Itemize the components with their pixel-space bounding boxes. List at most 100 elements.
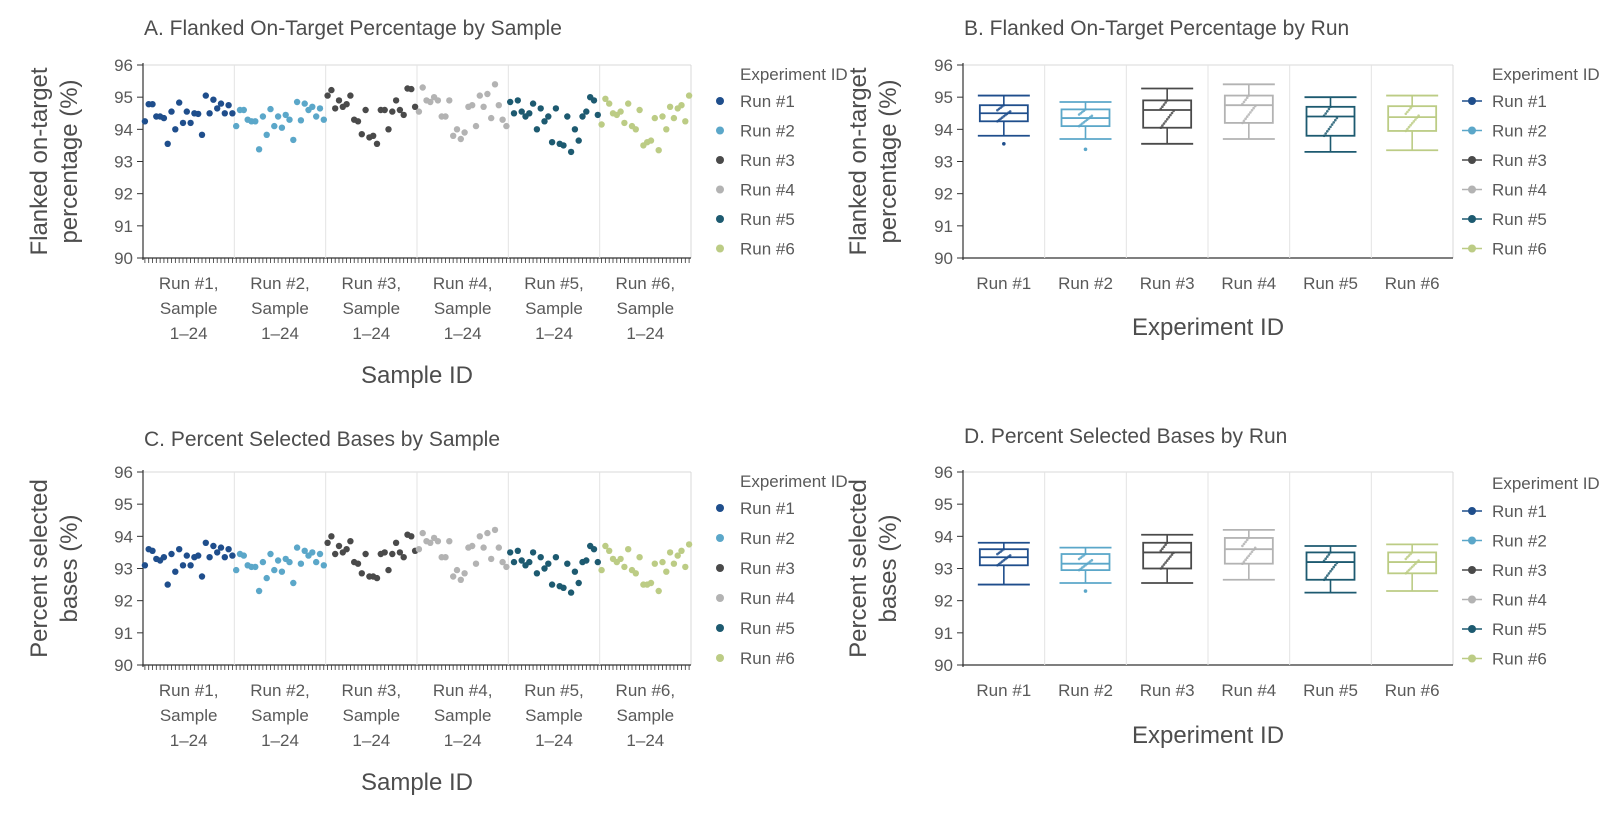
outlier-point [1002,142,1006,146]
data-point [354,118,362,125]
x-category-label: Run #6 [1385,274,1440,293]
data-point [282,111,289,119]
data-point [176,546,183,553]
data-point [659,113,666,120]
data-point [408,533,415,540]
sample-dot [1414,118,1417,121]
data-point [343,101,350,108]
data-point [358,131,365,138]
sample-dot [1404,557,1408,561]
sample-dot [1241,544,1244,548]
box-iqr [1142,541,1193,570]
y-axis-label-line: Flanked on-target [845,67,872,255]
data-point [499,558,506,566]
data-point [324,539,331,546]
sample-dot [1334,118,1337,122]
y-tick-label: 95 [934,495,953,514]
data-point [567,148,575,156]
sample-dot [1159,549,1163,552]
data-point [678,102,685,109]
data-point [541,565,548,572]
data-point [491,81,499,88]
data-point [446,538,453,545]
data-point [625,100,632,107]
sample-dot [1249,111,1252,114]
data-point [529,100,537,107]
legend-swatch-dot [716,97,724,105]
x-group-label: Sample [434,706,492,725]
sample-dot [1247,113,1251,116]
panel-C: C. Percent Selected Bases by Sample Perce… [26,428,848,796]
legend-title: Experiment ID [740,65,848,84]
sample-dot [1404,572,1408,575]
data-point [484,529,491,537]
sample-dot [1250,550,1254,554]
data-point [670,560,678,567]
sample-dot [1417,114,1420,117]
sample-dot [1165,541,1169,545]
data-point [141,118,149,125]
x-group-label: 1–24 [535,324,573,343]
chart-title: C. Percent Selected Bases by Sample [144,428,500,451]
data-point [400,111,407,119]
sample-dot [1327,572,1331,575]
data-point [446,97,453,104]
sample-dot [1322,578,1326,582]
data-point [682,118,689,125]
data-point [149,547,156,554]
x-category-label: Run #1 [976,274,1031,293]
data-point [636,106,643,114]
data-point [651,114,658,122]
sample-dot [1242,119,1246,123]
sample-dot [1407,554,1411,557]
legend-swatch-dot [716,564,724,572]
sample-dot [1167,557,1171,560]
legend-label: Run #5 [740,210,795,229]
data-point [674,552,681,559]
y-tick-label: 92 [934,592,953,611]
data-point [575,579,582,587]
legend-label: Run #6 [1492,240,1547,259]
sample-dot [1161,124,1164,127]
sample-dot [1406,570,1409,573]
sample-dot [1162,545,1166,548]
x-group-label: Sample [160,299,218,318]
sample-dot [1326,555,1329,558]
sample-dot [1334,563,1337,567]
data-point [290,136,297,144]
data-point [408,85,415,93]
legend-swatch-dot [716,156,724,164]
x-group-label: Sample [343,706,401,725]
data-point [617,108,624,115]
data-point [172,126,179,133]
data-point [659,558,666,566]
x-group-label: 1–24 [352,731,390,750]
x-category-label: Run #5 [1303,274,1358,293]
sample-dot [1161,105,1164,108]
data-point [495,544,502,551]
legend-label: Run #4 [740,589,795,608]
x-category-label: Run #3 [1140,274,1195,293]
data-point [606,547,613,554]
data-point [480,103,487,111]
data-point [469,542,476,550]
legend-swatch-dot [1468,185,1476,194]
box-iqr [1305,551,1356,581]
data-point [552,105,560,112]
sample-dot [1162,122,1166,125]
data-point [415,108,423,115]
data-point [560,142,567,149]
data-point [320,116,327,123]
y-tick-label: 95 [114,88,133,107]
legend-label: Run #5 [1492,620,1547,639]
legend-label: Run #6 [740,240,795,259]
data-point [541,118,548,125]
sample-dot [1412,120,1416,123]
sample-dot [1170,553,1174,556]
data-point [491,526,499,534]
sample-dot [1242,100,1246,104]
data-point [602,95,609,103]
data-point [685,541,693,548]
data-point [571,568,579,575]
legend-swatch-dot [1468,215,1476,223]
